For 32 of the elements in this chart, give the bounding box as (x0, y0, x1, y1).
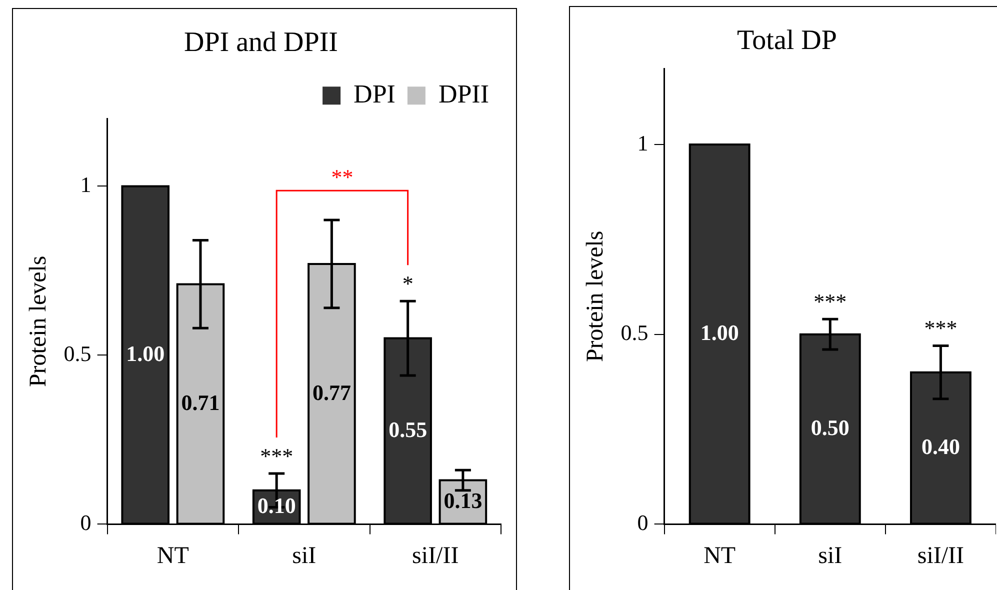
x-tick-label: siI/II (412, 542, 459, 569)
data-label: 1.00 (700, 320, 739, 346)
x-tick-label: siI (818, 542, 842, 569)
chart-title: DPI and DPII (184, 27, 338, 58)
annotation: *** (260, 443, 294, 468)
x-tick-label: NT (704, 542, 736, 569)
x-tick-label: NT (156, 542, 190, 569)
y-tick-label: 0 (80, 510, 92, 535)
chart-title: Total DP (737, 25, 837, 56)
y-tick-label: 1 (80, 172, 92, 197)
legend-label: DPII (438, 79, 490, 108)
annotation: *** (924, 316, 958, 341)
y-tick-label: 0.5 (620, 320, 648, 346)
data-label: 0.40 (921, 434, 960, 459)
y-tick-label: 0.5 (64, 340, 92, 366)
annotation: * (402, 270, 414, 296)
x-tick-label: siI/II (917, 542, 964, 569)
y-axis-title: Protein levels (26, 256, 52, 388)
x-tick-label: siI (292, 542, 316, 569)
annotation: *** (814, 288, 847, 314)
y-tick-label: 1 (637, 130, 648, 156)
data-label: 0.50 (810, 414, 850, 440)
data-label: 1.00 (126, 340, 165, 366)
data-label: 0.13 (444, 488, 482, 513)
y-tick-label: 0 (637, 510, 648, 535)
data-label: 0.10 (257, 492, 296, 518)
y-axis-title: Protein levels (582, 230, 609, 362)
legend-label: DPI (354, 79, 396, 108)
data-label: 0.71 (181, 390, 220, 415)
annotation: ** (331, 164, 354, 190)
data-label: 0.77 (312, 380, 351, 405)
data-label: 0.55 (388, 416, 428, 442)
